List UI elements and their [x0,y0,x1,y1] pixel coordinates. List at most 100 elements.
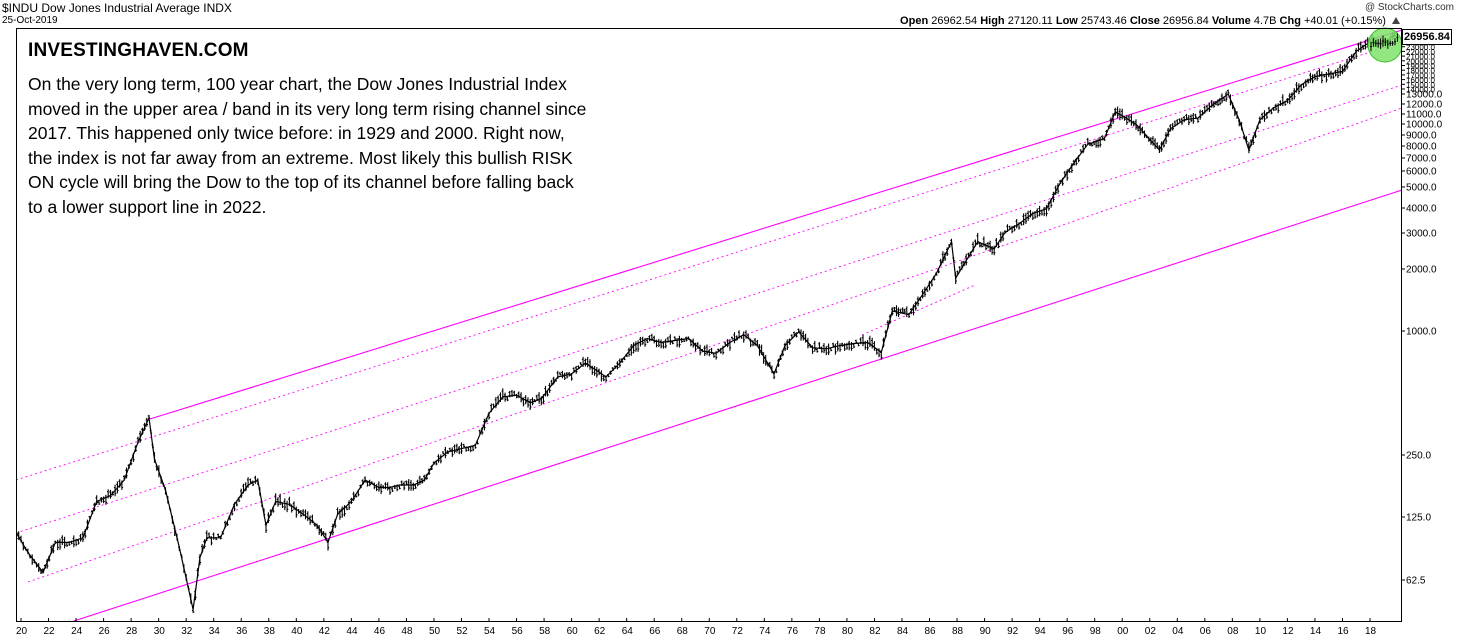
y-tick-label: 1000.0 [1406,327,1437,338]
x-tick-label: 80 [842,626,854,637]
x-tick-label: 44 [346,626,358,637]
exchange: INDX [203,1,232,15]
index-name: Dow Jones Industrial Average [41,1,200,15]
data-point [660,341,662,344]
data-point [178,546,180,548]
y-tick-label: 18000.0 [1406,67,1435,76]
data-point [1211,105,1213,107]
up-arrow-icon [1392,17,1400,24]
close-label: Close [1129,15,1160,27]
data-point [1135,123,1137,125]
data-point [729,341,731,344]
channel-upper-solid [149,29,1402,420]
last-value-label: 26956.84 [1402,29,1452,45]
data-point [164,489,167,491]
quote-bar: Open 26962.54 High 27120.11 Low 25743.46… [900,15,1400,27]
data-point [68,541,70,544]
data-point [153,458,156,460]
x-tick-label: 86 [925,626,937,637]
data-point [1018,223,1020,225]
data-point [1158,149,1160,151]
data-point [96,500,98,502]
x-tick-label: 10 [1255,626,1267,637]
data-point [605,376,607,378]
data-point [756,345,759,347]
data-point [327,541,329,544]
data-point [1328,73,1330,75]
data-point [529,402,531,404]
x-tick-label: 14 [1310,626,1322,637]
data-point [192,608,194,611]
data-point [389,486,391,489]
data-point [206,537,208,539]
channel-dotted-3 [27,107,1402,583]
data-point [1103,138,1105,140]
data-point [447,451,449,453]
data-point [27,551,29,554]
data-point [54,541,57,544]
x-tick-label: 90 [980,626,992,637]
x-tick-label: 22 [44,626,56,637]
channel-dotted-segment [861,284,976,336]
x-tick-label: 98 [1090,626,1102,637]
data-point [839,345,841,347]
x-tick-label: 12 [1282,626,1294,637]
x-tick-label: 60 [567,626,579,637]
x-tick-label: 38 [264,626,276,637]
data-point [935,272,938,274]
data-point [743,334,745,336]
x-tick-label: 64 [622,626,634,637]
data-point [1059,182,1061,184]
data-point [257,479,259,481]
data-point [460,448,463,450]
data-point [1248,149,1250,151]
data-point [701,350,704,352]
chart-header: $INDU Dow Jones Industrial Average INDX … [0,0,1460,28]
data-point [109,495,112,497]
x-tick-label: 04 [1172,626,1184,637]
data-point [908,314,910,316]
x-tick-label: 26 [99,626,111,637]
x-tick-label: 52 [457,626,469,637]
data-point [247,484,249,486]
data-point [1314,76,1316,78]
data-point [773,373,775,375]
x-tick-label: 06 [1200,626,1212,637]
y-tick-label: 20000.0 [1406,57,1435,66]
symbol: $INDU [2,1,39,15]
data-point [1300,84,1302,86]
x-tick-label: 54 [484,626,496,637]
data-point [557,376,559,378]
data-point [433,462,435,464]
y-tick-label: 5000.0 [1406,183,1437,194]
data-point [993,248,995,250]
data-point [288,503,290,505]
y-tick-label: 15000.0 [1406,81,1435,90]
open-value: 26962.54 [931,15,978,27]
x-tick-label: 46 [374,626,386,637]
symbol-title: $INDU Dow Jones Industrial Average INDX [2,1,232,15]
data-point [1114,111,1116,113]
data-point [891,310,893,312]
data-point [950,241,953,243]
x-tick-label: 66 [649,626,661,637]
x-tick-label: 36 [236,626,248,637]
x-tick-label: 08 [1227,626,1239,637]
data-point [378,486,380,489]
y-tick-label: 11000.0 [1406,110,1442,121]
data-point [516,394,518,396]
y-tick-label: 8000.0 [1406,142,1437,153]
data-point [488,412,490,414]
x-tick-label: 16 [1338,626,1350,637]
price-bars [16,32,1396,613]
y-tick-label: 22000.0 [1406,48,1435,57]
data-point [571,373,573,375]
x-tick-label: 62 [594,626,606,637]
data-point [275,500,277,502]
data-point [1169,128,1171,130]
low-value: 25743.46 [1080,15,1127,27]
y-tick-label: 17000.0 [1406,71,1435,80]
data-point [811,347,814,349]
x-tick-label: 78 [814,626,826,637]
x-tick-label: 68 [677,626,689,637]
